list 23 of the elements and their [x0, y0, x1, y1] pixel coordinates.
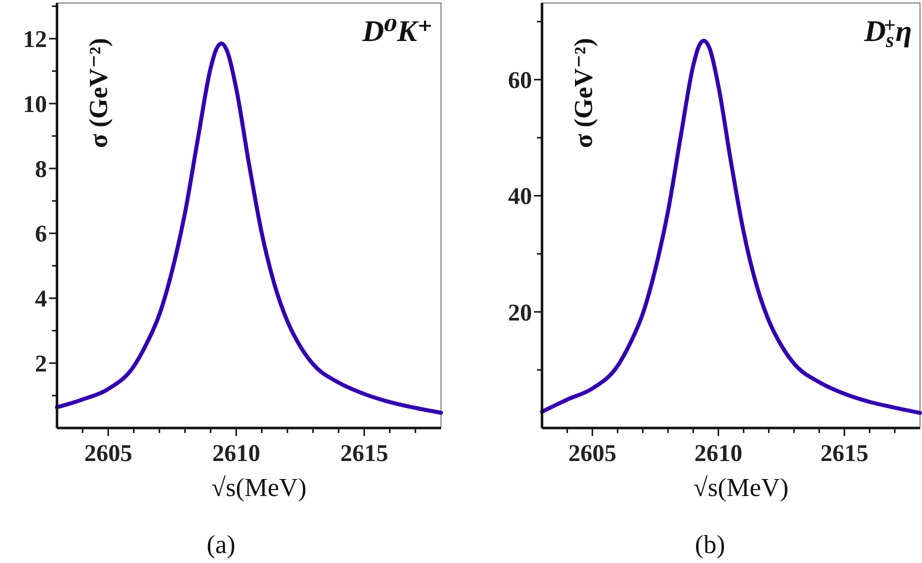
x-tick-label: 2615 — [820, 441, 868, 467]
y-tick-label: 10 — [23, 92, 47, 118]
y-tick-label: 8 — [35, 156, 47, 183]
chart-title: D⁰K⁺ — [361, 15, 433, 48]
y-tick-label: 2 — [35, 352, 47, 378]
x-tick-label: 2615 — [340, 441, 388, 467]
x-tick-label: 2605 — [568, 441, 616, 467]
y-tick-label: 4 — [35, 286, 47, 313]
x-tick-label: 2605 — [84, 441, 132, 467]
x-tick-label: 2610 — [694, 441, 742, 467]
y-tick-label: 12 — [23, 27, 47, 54]
y-tick-label: 60 — [508, 68, 532, 94]
text: (b) — [694, 530, 726, 559]
text: (a) — [206, 530, 236, 559]
x-axis-title: √s(MeV) — [693, 473, 789, 502]
y-tick-label: 6 — [35, 222, 47, 248]
y-axis-title: σ (GeV⁻²) — [84, 38, 113, 148]
y-axis-title: σ (GeV⁻²) — [569, 38, 598, 148]
y-tick-label: 20 — [508, 300, 532, 326]
chart-title: D$_{s}$$^{+}$η — [863, 12, 912, 52]
x-tick-label: 2610 — [212, 441, 260, 467]
x-axis-title: √s(MeV) — [211, 473, 307, 502]
y-tick-label: 40 — [508, 184, 532, 210]
